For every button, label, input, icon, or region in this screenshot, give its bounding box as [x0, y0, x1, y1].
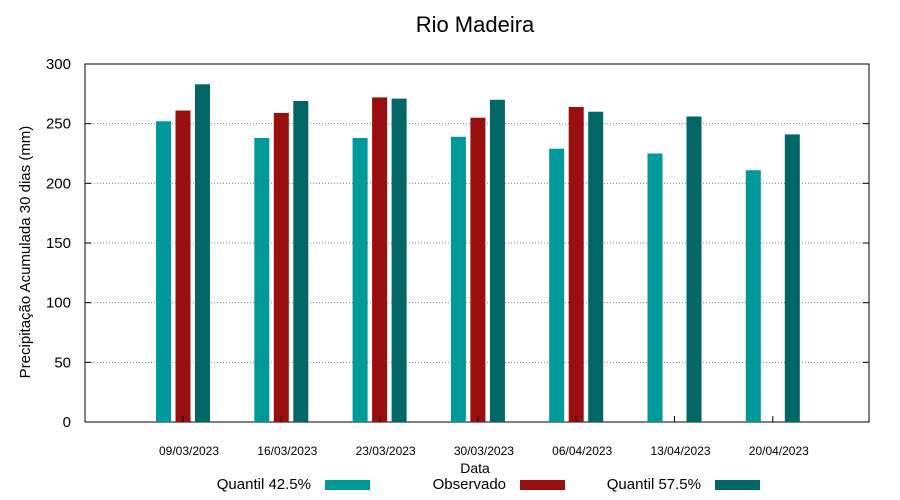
bars	[156, 84, 800, 423]
x-tick-label: 06/04/2023	[552, 444, 612, 458]
bar	[352, 137, 368, 422]
y-tick-label: 50	[54, 354, 71, 371]
y-tick-label: 200	[46, 175, 71, 192]
bar	[293, 100, 309, 422]
bar	[254, 137, 270, 422]
chart-title: Rio Madeira	[416, 12, 535, 37]
legend-swatch	[715, 480, 760, 490]
bar	[784, 134, 800, 422]
bar	[647, 153, 663, 422]
y-tick-label: 300	[46, 56, 71, 73]
y-tick-label: 250	[46, 116, 71, 133]
x-tick-label: 09/03/2023	[159, 444, 219, 458]
legend: Quantil 42.5% Observado Quantil 57.5%	[217, 476, 760, 493]
bar	[450, 136, 466, 422]
legend-swatch	[325, 480, 370, 490]
bar	[470, 117, 486, 422]
bar	[273, 112, 289, 422]
bar	[549, 148, 565, 422]
y-tick-label: 100	[46, 295, 71, 312]
x-axis-label: Data	[460, 460, 490, 476]
legend-label: Quantil 57.5%	[607, 476, 701, 493]
legend-swatch	[520, 480, 565, 490]
bar	[195, 84, 210, 422]
bar	[745, 170, 761, 422]
x-tick-label: 13/04/2023	[650, 444, 710, 458]
bar	[156, 121, 171, 422]
legend-label: Observado	[433, 476, 506, 493]
y-tick-label: 0	[63, 414, 71, 431]
y-axis-label: Precipitação Acumulada 30 dias (mm)	[17, 126, 34, 379]
legend-label: Quantil 42.5%	[217, 476, 311, 493]
y-tick-label: 150	[46, 235, 71, 252]
x-tick-label: 30/03/2023	[454, 444, 514, 458]
x-tick-label: 23/03/2023	[356, 444, 416, 458]
bar	[391, 98, 407, 423]
x-tick-label: 16/03/2023	[257, 444, 317, 458]
bar	[686, 116, 702, 423]
bar	[489, 99, 505, 423]
bar	[372, 97, 388, 422]
bar	[568, 106, 584, 423]
x-tick-label: 20/04/2023	[749, 444, 809, 458]
y-axis-ticks: 0 50 100 150 200 250 300	[46, 56, 869, 431]
bar	[175, 110, 191, 422]
bar	[588, 111, 604, 422]
x-axis-ticks: 09/03/2023 16/03/2023 23/03/2023 30/03/2023…	[159, 416, 809, 458]
